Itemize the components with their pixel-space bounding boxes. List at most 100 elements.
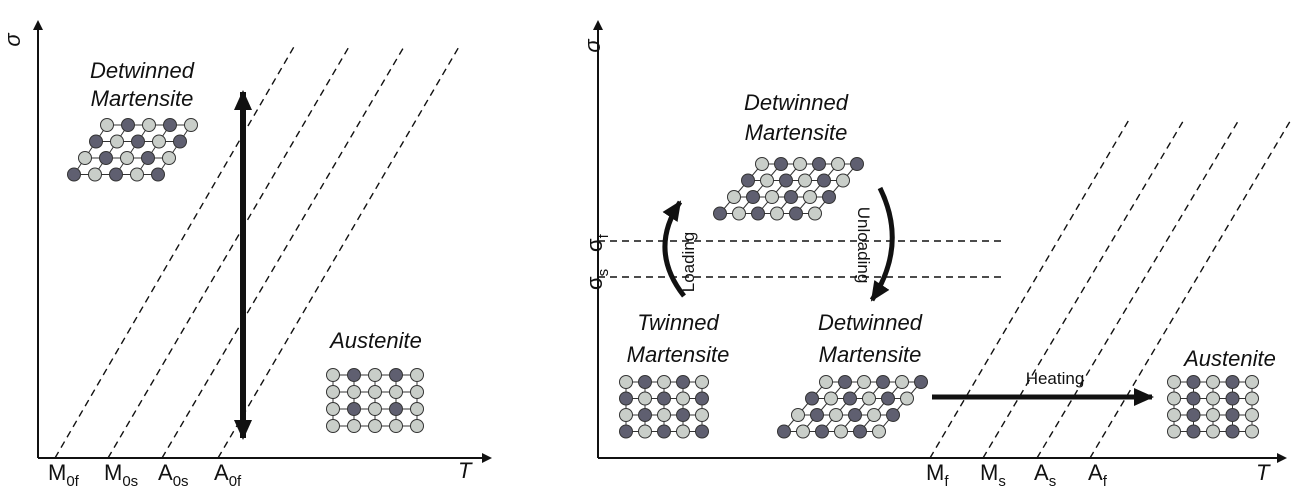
label-sub: 0f [229,473,242,490]
atom [766,191,779,204]
axis-label: Af [1088,460,1108,490]
y-axis-label: σ [0,33,25,47]
atom [1168,409,1181,422]
axis-label: As [1034,460,1056,490]
label-main: M [980,460,998,485]
atom [348,386,361,399]
label-sub: s [1049,473,1057,490]
atom [792,409,805,422]
axis-label: Mf [926,460,949,490]
atom [733,207,746,220]
atom [164,119,177,132]
x-axis-label: T [1256,460,1271,485]
atom [327,420,340,433]
atom [620,425,633,438]
atom [780,174,793,187]
atom [369,420,382,433]
label-sub: s [595,269,612,277]
atom [390,386,403,399]
label-sub: 0s [173,473,189,490]
atom [1187,425,1200,438]
atom [100,152,113,165]
atom [790,207,803,220]
atom [794,158,807,171]
atom [677,409,690,422]
transformation-line [983,118,1185,458]
transformation-line [1037,118,1240,458]
atom [620,392,633,405]
atom [851,158,864,171]
atom [369,386,382,399]
atom [1187,376,1200,389]
label: Austenite [328,328,422,353]
transformation-line [930,118,1130,458]
atom [390,369,403,382]
atom [825,392,838,405]
atom [677,376,690,389]
label: Loading [679,232,698,293]
label-sub: 0s [122,473,138,490]
atom [778,425,791,438]
atom [390,420,403,433]
atom [89,168,102,181]
atom [369,403,382,416]
atom [79,152,92,165]
atom [799,174,812,187]
atom [101,119,114,132]
transformation-line [1090,118,1292,458]
atom [131,168,144,181]
atom [837,174,850,187]
label-sub: f [944,473,949,490]
atom [868,409,881,422]
atom [658,392,671,405]
atom [1207,392,1220,405]
atom [658,409,671,422]
label: Twinned [637,310,719,335]
atom [68,168,81,181]
atom [411,386,424,399]
atom [1246,425,1259,438]
atom [620,409,633,422]
label-main: A [1088,460,1103,485]
label: Heating [1026,369,1085,388]
atom [1207,376,1220,389]
label-main: A [158,460,173,485]
atom [1168,425,1181,438]
atom [696,392,709,405]
atom [677,425,690,438]
atom [163,152,176,165]
atom [390,403,403,416]
atom [1226,392,1239,405]
atom [771,207,784,220]
atom [811,409,824,422]
atom [877,376,890,389]
atom [132,135,145,148]
atom [1187,409,1200,422]
atom [839,376,852,389]
label: Martensite [819,342,922,367]
atom [174,135,187,148]
atom [775,158,788,171]
atom [639,392,652,405]
atom [858,376,871,389]
atom [111,135,124,148]
atom [411,420,424,433]
label-main: σ [582,238,607,252]
y-axis-label: σ [580,39,605,53]
atom [809,207,822,220]
label: Martensite [745,120,848,145]
atom [1207,409,1220,422]
atom [143,119,156,132]
label-sub: s [998,473,1006,490]
atom [761,174,774,187]
atom [882,392,895,405]
label-sub: 0f [66,473,79,490]
atom [756,158,769,171]
label-main: M [926,460,944,485]
atom [185,119,198,132]
atom [844,392,857,405]
atom [835,425,848,438]
atom [327,369,340,382]
axis-label: σf [582,233,612,252]
